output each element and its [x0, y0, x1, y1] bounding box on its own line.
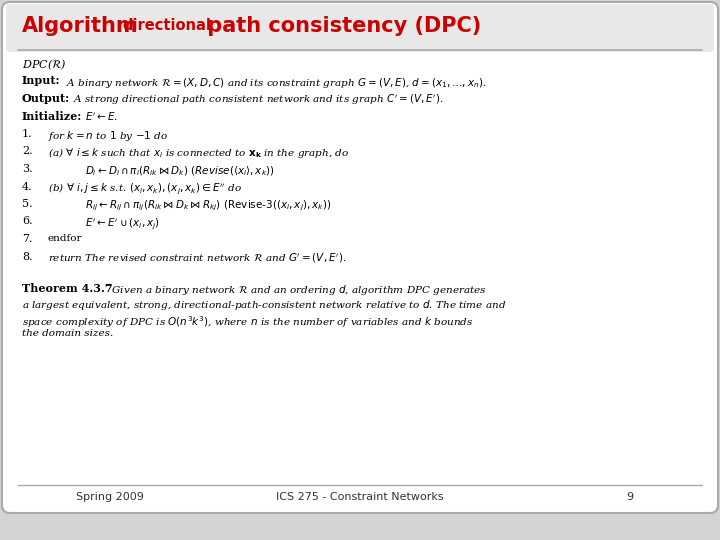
- Text: A binary network $\mathcal{R} = (X, D, C)$ and its constraint graph $G = (V, E)$: A binary network $\mathcal{R} = (X, D, C…: [66, 76, 487, 90]
- Text: 4.: 4.: [22, 181, 32, 192]
- Text: 3.: 3.: [22, 164, 32, 174]
- Text: 7.: 7.: [22, 234, 32, 244]
- Text: (a) $\forall\ i \leq k$ such that $x_i$ is connected to $\mathbf{x_k}$ in the gr: (a) $\forall\ i \leq k$ such that $x_i$ …: [48, 146, 349, 160]
- Text: for $k = n$ to $1$ by $-1$ do: for $k = n$ to $1$ by $-1$ do: [48, 129, 168, 143]
- Text: Spring 2009: Spring 2009: [76, 492, 144, 502]
- Text: $R_{ij} \leftarrow R_{ij} \cap \pi_{ij}(R_{ik} \bowtie D_k \bowtie R_{kj})$ $(\t: $R_{ij} \leftarrow R_{ij} \cap \pi_{ij}(…: [85, 199, 331, 213]
- Text: Algorithm: Algorithm: [22, 16, 139, 36]
- Text: Input:: Input:: [22, 76, 60, 86]
- Text: directional: directional: [122, 18, 211, 33]
- Text: 9: 9: [626, 492, 634, 502]
- Text: $E' \leftarrow E' \cup (x_i, x_j)$: $E' \leftarrow E' \cup (x_i, x_j)$: [85, 217, 160, 231]
- FancyBboxPatch shape: [6, 4, 714, 52]
- Text: $D_i \leftarrow D_i \cap \pi_i(R_{ik} \bowtie D_k)$ $(\mathit{Revise}(\langle x_: $D_i \leftarrow D_i \cap \pi_i(R_{ik} \b…: [85, 164, 275, 178]
- Text: $E' \leftarrow E$.: $E' \leftarrow E$.: [85, 111, 118, 123]
- FancyBboxPatch shape: [2, 2, 718, 513]
- Text: path consistency (DPC): path consistency (DPC): [200, 16, 481, 36]
- Text: return The revised constraint network $\mathcal{R}$ and $G' = (V, E')$.: return The revised constraint network $\…: [48, 252, 346, 265]
- Text: 6.: 6.: [22, 217, 32, 226]
- Text: Output:: Output:: [22, 93, 70, 104]
- Text: 2.: 2.: [22, 146, 32, 157]
- Text: 5.: 5.: [22, 199, 32, 209]
- Text: (b) $\forall\ i, j \leq k$ s.t. $(x_i, x_k),(x_j, x_k) \in E''$ do: (b) $\forall\ i, j \leq k$ s.t. $(x_i, x…: [48, 181, 242, 197]
- Text: the domain sizes.: the domain sizes.: [22, 329, 113, 339]
- Text: space complexity of DPC is $O(n^3 k^3)$, where $n$ is the number of variables an: space complexity of DPC is $O(n^3 k^3)$,…: [22, 314, 473, 330]
- Text: A strong directional path consistent network and its graph $C' = (V, E')$.: A strong directional path consistent net…: [73, 93, 444, 107]
- Text: Initialize:: Initialize:: [22, 111, 82, 122]
- Text: DPC($\mathcal{R}$): DPC($\mathcal{R}$): [22, 58, 67, 72]
- Text: ICS 275 - Constraint Networks: ICS 275 - Constraint Networks: [276, 492, 444, 502]
- Text: 1.: 1.: [22, 129, 32, 139]
- Text: 8.: 8.: [22, 252, 32, 261]
- Text: endfor: endfor: [48, 234, 83, 243]
- Text: Given a binary network $\mathcal{R}$ and an ordering $d$, algorithm DPC generate: Given a binary network $\mathcal{R}$ and…: [105, 283, 487, 297]
- Text: Theorem 4.3.7: Theorem 4.3.7: [22, 283, 112, 294]
- Text: a largest equivalent, strong, directional-path-consistent network relative to $d: a largest equivalent, strong, directiona…: [22, 299, 506, 313]
